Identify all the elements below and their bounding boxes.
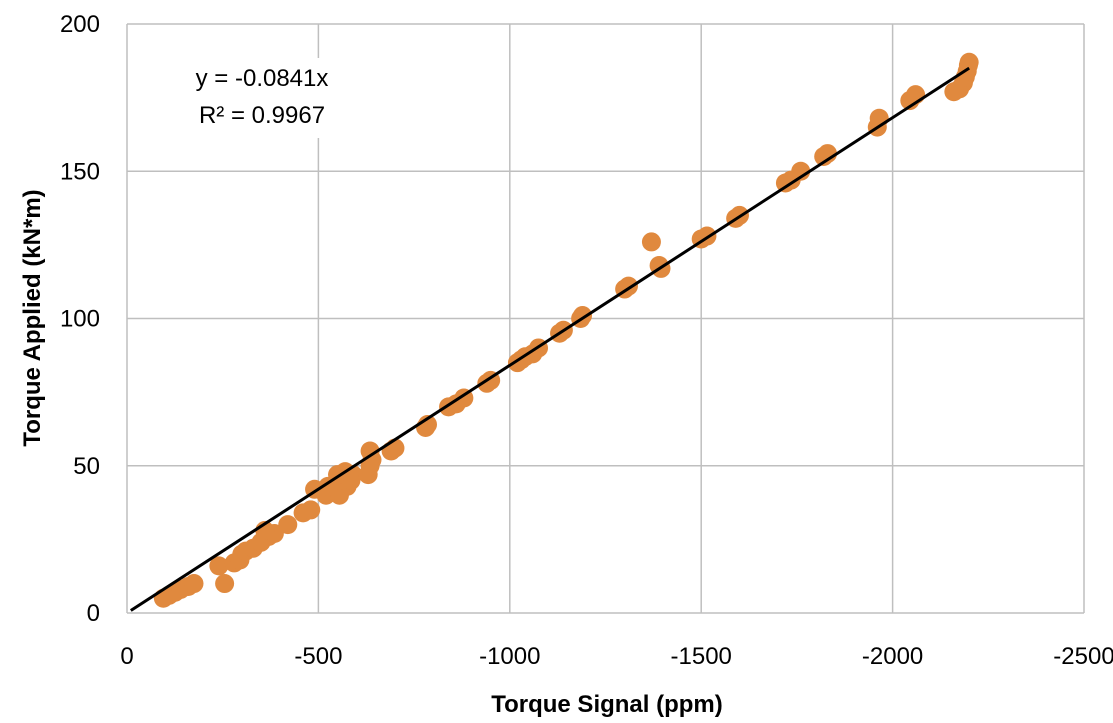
data-point [215,574,235,594]
data-point [385,438,405,458]
y-tick-label: 150 [60,158,100,185]
data-points [153,52,979,608]
data-point [209,556,229,576]
y-axis-title: Torque Applied (kN*m) [19,189,46,446]
y-tick-label: 50 [73,453,100,480]
y-tick-label: 100 [60,306,100,333]
x-tick-label: -500 [294,643,342,670]
trendline [130,66,970,612]
tick-labels: 0 -500 -1000 -1500 -2000 -2500 0 50 100 150 200 [60,11,1113,670]
data-point [278,515,298,535]
x-tick-label: -1000 [479,643,540,670]
data-point [641,232,661,252]
data-point [959,52,979,72]
data-point [360,441,380,461]
trendline-equation: y = -0.0841x [196,65,329,92]
x-tick-label: -2500 [1053,643,1113,670]
trendline-layer [130,66,970,612]
gridlines [126,23,1085,614]
r-squared-value: R² = 0.9967 [199,102,325,129]
y-tick-label: 200 [60,11,100,38]
x-tick-label: -1500 [671,643,732,670]
data-point [791,161,811,181]
annotation-background [190,58,320,138]
data-point [417,415,437,435]
x-tick-label: -2000 [862,643,923,670]
data-point [301,500,321,520]
x-tick-label: 0 [120,643,133,670]
data-point [184,574,204,594]
y-tick-label: 0 [87,600,100,627]
x-axis-title: Torque Signal (ppm) [491,691,723,718]
